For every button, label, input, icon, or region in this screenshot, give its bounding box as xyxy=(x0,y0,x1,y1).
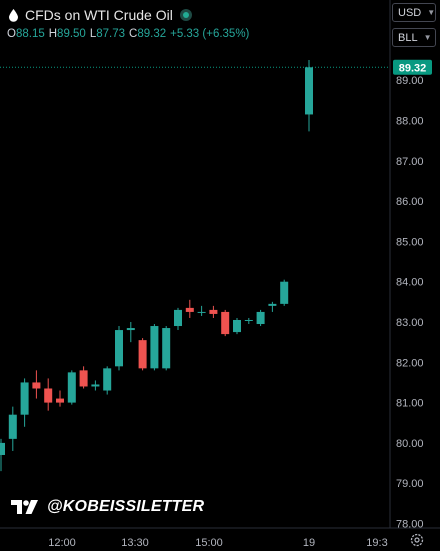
candle xyxy=(103,366,112,395)
currency-label: USD xyxy=(398,6,422,19)
candle xyxy=(0,438,5,472)
candle-body xyxy=(280,281,289,304)
candle xyxy=(280,279,289,306)
candle-body xyxy=(44,388,53,403)
candle xyxy=(79,366,88,389)
price-tick-label: 79.00 xyxy=(396,478,424,490)
time-tick-label: 19 xyxy=(303,537,315,549)
candle xyxy=(44,378,53,411)
price-tick-label: 81.00 xyxy=(396,398,424,410)
candle-body xyxy=(268,303,277,306)
candle-body xyxy=(32,382,41,389)
time-tick-label: 13:30 xyxy=(121,537,149,549)
settings-button[interactable] xyxy=(410,533,424,547)
time-tick-label: 19:3 xyxy=(366,537,387,549)
time-tick-label: 12:00 xyxy=(48,537,76,549)
price-tick-label: 85.00 xyxy=(396,236,424,248)
candle xyxy=(32,370,41,399)
candle-body xyxy=(8,414,17,439)
unit-label: BLL xyxy=(398,31,418,44)
candle xyxy=(268,301,277,312)
open-value: O88.15 xyxy=(7,28,45,40)
candle xyxy=(20,378,29,427)
candle xyxy=(91,380,100,391)
watermark-text: @KOBEISSILETTER xyxy=(47,498,205,515)
price-tick-label: 88.00 xyxy=(396,116,424,128)
candles xyxy=(0,60,313,472)
price-tick-label: 78.00 xyxy=(396,519,424,531)
candle-body xyxy=(150,326,159,369)
close-value: C89.32 xyxy=(129,28,167,40)
candle-body xyxy=(305,67,313,115)
candle-body xyxy=(138,340,147,369)
symbol-title[interactable]: CFDs on WTI Crude Oil xyxy=(25,7,173,23)
time-tick-label: 15:00 xyxy=(195,537,223,549)
unit-select[interactable]: BLL ▼ xyxy=(392,28,436,47)
candle xyxy=(138,338,147,371)
candle-body xyxy=(197,311,206,313)
price-tick-label: 83.00 xyxy=(396,317,424,329)
chevron-down-icon: ▼ xyxy=(427,8,436,17)
low-value: L87.73 xyxy=(89,28,126,40)
candle-body xyxy=(174,309,182,327)
candle-body xyxy=(103,368,112,391)
candle xyxy=(221,309,230,337)
candle xyxy=(244,317,253,325)
candle-body xyxy=(56,398,64,403)
candle-body xyxy=(244,319,253,321)
change-value: +5.33 (+6.35%) xyxy=(170,28,250,40)
time-axis[interactable]: 12:00 13:30 15:00 19 19:3 xyxy=(48,537,387,549)
candle-body xyxy=(233,319,241,333)
candle xyxy=(56,390,64,407)
candle-body xyxy=(126,328,135,331)
candle-body xyxy=(209,309,218,314)
price-tick-label: 87.00 xyxy=(396,156,424,168)
candle xyxy=(209,305,218,318)
ohlc-values: O88.15 H89.50 L87.73 C89.32 +5.33 (+6.35… xyxy=(7,28,249,40)
price-tick-label: 86.00 xyxy=(396,196,424,208)
candle xyxy=(185,299,194,318)
candle-body xyxy=(79,370,88,387)
high-value: H89.50 xyxy=(48,28,86,40)
price-tick-label: 82.00 xyxy=(396,357,424,369)
candle xyxy=(174,307,182,331)
candle-body xyxy=(67,372,76,403)
candle xyxy=(150,324,159,371)
candle-body xyxy=(91,384,100,387)
candle xyxy=(197,305,206,316)
candle-body xyxy=(256,311,265,325)
price-axis[interactable]: 89.00 88.00 87.00 86.00 85.00 84.00 83.00 82.00… xyxy=(396,75,424,530)
gear-icon xyxy=(410,533,424,547)
candle xyxy=(126,322,135,343)
watermark: @KOBEISSILETTER xyxy=(11,498,204,516)
candle xyxy=(8,406,17,451)
symbol-header: CFDs on WTI Crude Oil xyxy=(8,5,193,25)
price-tick-label: 89.00 xyxy=(396,75,424,87)
chevron-down-icon: ▼ xyxy=(423,33,432,42)
candle xyxy=(233,317,241,335)
candle xyxy=(67,370,76,405)
candle-body xyxy=(0,442,5,455)
tradingview-logo-icon xyxy=(11,500,38,514)
price-tick-label: 80.00 xyxy=(396,438,424,450)
candle xyxy=(162,326,171,371)
candle-body xyxy=(162,328,171,369)
candle xyxy=(115,326,123,371)
last-price-label: 89.32 xyxy=(393,59,432,75)
candle xyxy=(305,60,313,132)
last-price-value: 89.32 xyxy=(399,62,427,74)
candle-body xyxy=(185,307,194,312)
currency-select[interactable]: USD ▼ xyxy=(392,3,436,22)
candle-body xyxy=(221,311,230,335)
candle xyxy=(256,309,265,327)
oil-drop-icon xyxy=(9,9,18,22)
price-tick-label: 84.00 xyxy=(396,277,424,289)
candle-body xyxy=(115,330,123,367)
market-status-icon[interactable] xyxy=(179,8,193,22)
candle-body xyxy=(20,382,29,415)
